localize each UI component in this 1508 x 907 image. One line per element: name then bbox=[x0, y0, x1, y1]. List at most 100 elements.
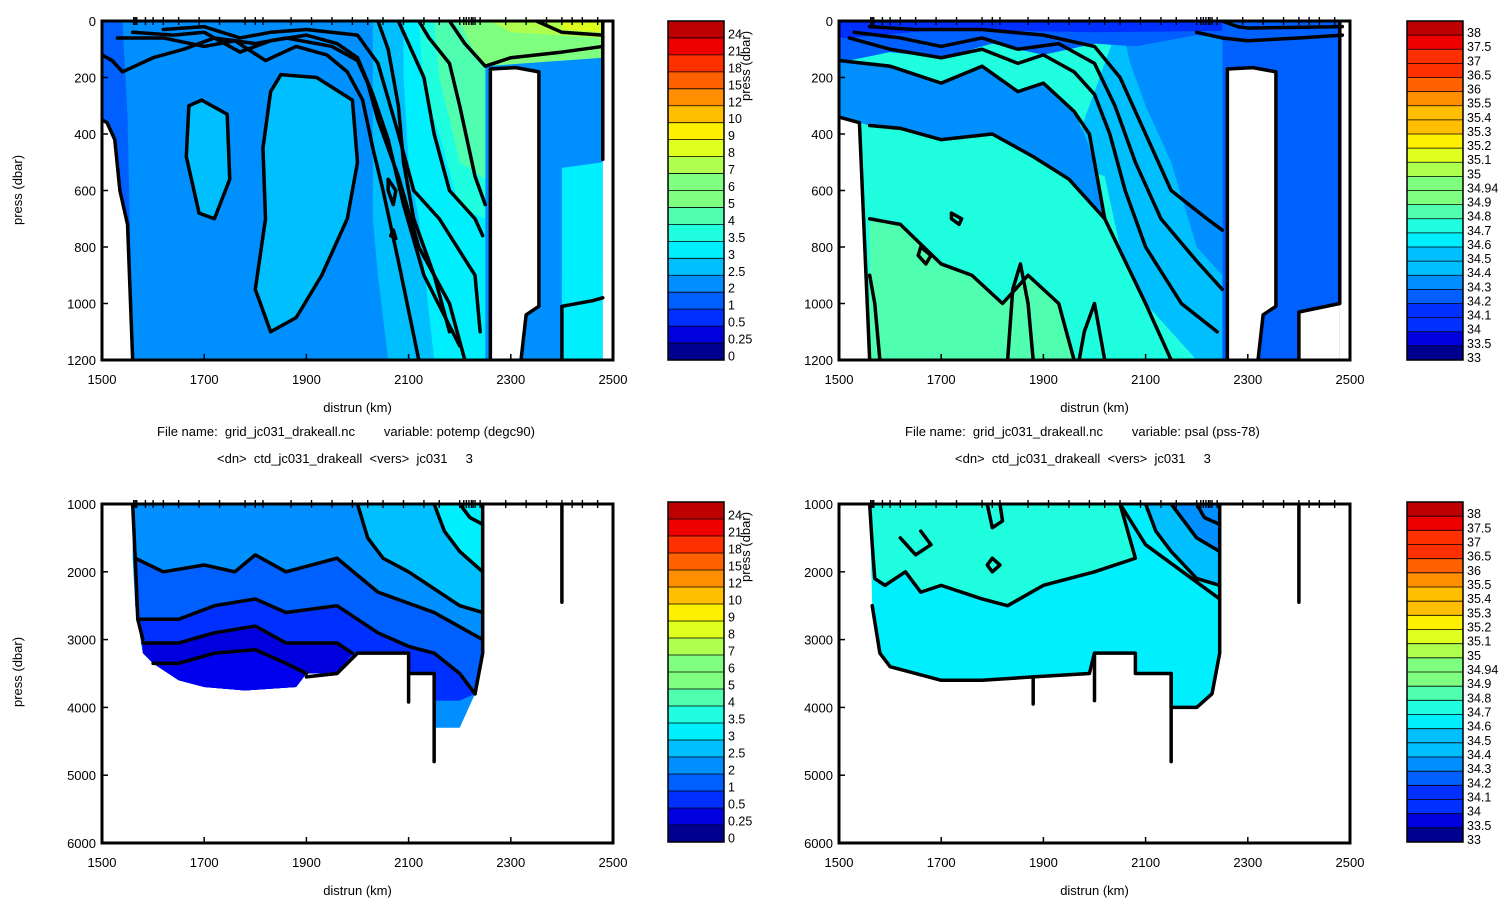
colorbar-tick-label: 35.2 bbox=[1467, 620, 1491, 634]
colorbar-tick-label: 2.5 bbox=[728, 747, 745, 761]
contour-blob bbox=[898, 529, 933, 557]
y-tick-label: 2000 bbox=[67, 565, 96, 580]
colorbar-swatch bbox=[1407, 771, 1463, 786]
colorbar-tick-label: 6 bbox=[728, 662, 735, 676]
colorbar-swatch bbox=[1407, 162, 1463, 177]
x-tick-label: 1700 bbox=[927, 372, 956, 387]
x-tick-label: 1900 bbox=[1029, 855, 1058, 870]
y-tick-label: 1000 bbox=[804, 297, 833, 312]
colorbar-swatch bbox=[1407, 134, 1463, 149]
colorbar-swatch bbox=[668, 706, 724, 724]
field-deep-teal bbox=[869, 218, 1075, 360]
colorbar-swatch bbox=[1407, 700, 1463, 715]
colorbar-tick-label: 3.5 bbox=[728, 713, 745, 727]
x-tick-label: 2500 bbox=[599, 372, 628, 387]
colorbar-tick-label: 37.5 bbox=[1467, 521, 1491, 535]
x-tick-label: 2300 bbox=[496, 855, 525, 870]
colorbar-tick-label: 8 bbox=[728, 628, 735, 642]
field-pocket-2 bbox=[255, 74, 358, 332]
contour-8 bbox=[447, 21, 605, 68]
x-axis-label: distrun (km) bbox=[1060, 400, 1129, 415]
colorbar-tick-label: 4 bbox=[728, 696, 735, 710]
colorbar-swatch bbox=[1407, 601, 1463, 616]
contour-east-deep bbox=[560, 296, 605, 360]
gap-east-deep bbox=[1298, 303, 1340, 360]
colorbar-swatch bbox=[1407, 757, 1463, 772]
contour-1 bbox=[839, 58, 1173, 360]
y-tick-label: 1200 bbox=[67, 353, 96, 368]
colorbar-swatch bbox=[1407, 742, 1463, 758]
colorbar-swatch bbox=[1407, 714, 1463, 730]
colorbar-swatch bbox=[1407, 544, 1463, 560]
x-tick-label: 1900 bbox=[292, 855, 321, 870]
colorbar-tick-label: 18 bbox=[728, 543, 742, 557]
contour-pocket-2 bbox=[253, 72, 360, 334]
colorbar-tick-label: 2 bbox=[728, 282, 735, 296]
colorbar-swatch bbox=[1407, 77, 1463, 93]
colorbar-swatch bbox=[1407, 275, 1463, 290]
contour-6 bbox=[867, 217, 1076, 360]
colorbar-swatch bbox=[1407, 728, 1463, 744]
colorbar-tick-label: 10 bbox=[728, 112, 742, 126]
contour-gap-west bbox=[102, 118, 135, 360]
colorbar-swatch bbox=[1407, 345, 1463, 361]
colorbar-swatch bbox=[1407, 303, 1463, 319]
colorbar-tick-label: 35 bbox=[1467, 649, 1481, 663]
field-cyan bbox=[872, 605, 1136, 681]
colorbar-swatch bbox=[1407, 190, 1463, 206]
colorbar-tick-label: 24 bbox=[728, 27, 742, 41]
colorbar-tick-label: 21 bbox=[728, 526, 742, 540]
y-tick-label: 5000 bbox=[804, 768, 833, 783]
contour-2 bbox=[115, 36, 421, 360]
colorbar-tick-label: 9 bbox=[728, 129, 735, 143]
chart-panel-bottom-left: 1500 1700 1900 2100 2300 25001000200030004000… bbox=[10, 497, 753, 898]
x-tick-label: 2100 bbox=[394, 855, 423, 870]
plot-frame bbox=[837, 502, 1352, 845]
y-tick-label: 400 bbox=[811, 127, 833, 142]
colorbar-swatch bbox=[668, 825, 724, 843]
colorbar-swatch bbox=[668, 621, 724, 639]
colorbar-tick-label: 33.5 bbox=[1467, 819, 1491, 833]
colorbar-swatch bbox=[1407, 21, 1463, 36]
y-tick-label: 600 bbox=[811, 184, 833, 199]
colorbar-tick-label: 0.25 bbox=[728, 333, 752, 347]
contour-6 bbox=[432, 504, 485, 574]
colorbar-tick-label: 34.4 bbox=[1467, 266, 1491, 280]
contour-1 bbox=[867, 504, 1138, 608]
colorbar-swatch bbox=[1407, 785, 1463, 800]
y-tick-label: 1000 bbox=[804, 497, 833, 512]
x-tick-label: 2300 bbox=[1233, 855, 1262, 870]
colorbar-tick-label: 35.1 bbox=[1467, 153, 1491, 167]
colorbar-tick-label: 34.6 bbox=[1467, 238, 1491, 252]
colorbar-swatch bbox=[668, 570, 724, 588]
field-top-dark bbox=[839, 21, 1340, 38]
colorbar-swatch bbox=[668, 224, 724, 242]
colorbar-tick-label: 35.3 bbox=[1467, 606, 1491, 620]
contour-blob bbox=[386, 177, 398, 207]
colorbar-tick-label: 3 bbox=[728, 248, 735, 262]
contour-5 bbox=[867, 123, 1107, 221]
colorbar-tick-label: 7 bbox=[728, 645, 735, 659]
y-tick-label: 3000 bbox=[67, 633, 96, 648]
colorbar-tick-label: 2.5 bbox=[728, 265, 745, 279]
x-tick-label: 1700 bbox=[190, 372, 219, 387]
colorbar-tick-label: 34.8 bbox=[1467, 210, 1491, 224]
colorbar-swatch bbox=[668, 536, 724, 554]
y-axis-label: press (dbar) bbox=[10, 637, 25, 707]
x-tick-label: 2100 bbox=[1131, 372, 1160, 387]
colorbar-tick-label: 35.3 bbox=[1467, 125, 1491, 139]
colorbar-swatch bbox=[1407, 572, 1463, 588]
colorbar-swatch bbox=[668, 638, 724, 656]
colorbar-tick-label: 5 bbox=[728, 197, 735, 211]
colorbar-tick-label: 18 bbox=[728, 61, 742, 75]
colorbar-swatch bbox=[668, 757, 724, 775]
contour-blob-2 bbox=[388, 228, 398, 241]
colorbar-tick-label: 6 bbox=[728, 180, 735, 194]
contour-2 bbox=[1143, 504, 1222, 588]
x-tick-label: 1900 bbox=[1029, 372, 1058, 387]
contour-3 bbox=[1169, 504, 1222, 554]
contour-8 bbox=[1005, 262, 1035, 360]
colorbar-tick-label: 34.8 bbox=[1467, 691, 1491, 705]
x-tick-label: 1500 bbox=[88, 855, 117, 870]
colorbar-swatch bbox=[1407, 813, 1463, 829]
